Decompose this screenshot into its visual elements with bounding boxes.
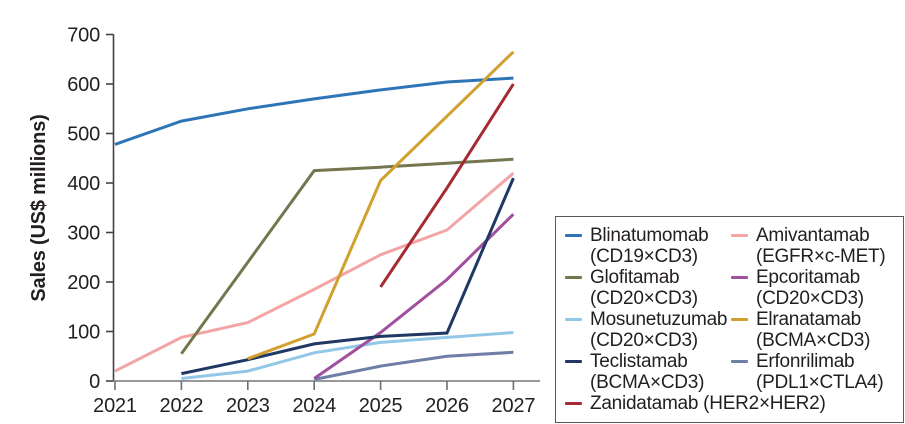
legend-swatch (565, 276, 582, 280)
chart-legend: Blinatumomab (CD19×CD3) Glofitamab (CD20×CD… (555, 216, 904, 423)
y-tick-label: 100 (67, 322, 100, 344)
legend-label: Teclistamab (BCMA×CD3) (590, 351, 705, 393)
legend-swatch (565, 234, 582, 238)
series-lines (114, 50, 515, 381)
legend-label: Elranatamab (BCMA×CD3) (756, 309, 871, 351)
legend-swatch (731, 360, 748, 364)
x-tick-label: 2024 (292, 395, 336, 417)
y-tick-label: 400 (67, 173, 100, 195)
x-tick-label: 2022 (160, 395, 204, 417)
legend-label: Zanidatamab (HER2×HER2) (590, 393, 826, 414)
legend-item-elranatamab: Elranatamab (BCMA×CD3) (731, 309, 897, 351)
legend-swatch (565, 360, 582, 364)
y-axis-label: Sales (US$ millions) (28, 114, 50, 301)
series-line-erfonrilimab (313, 350, 514, 381)
legend-swatch (565, 402, 582, 406)
series-line-blinatumomab (114, 76, 514, 146)
series-line-glofitamab (180, 157, 514, 355)
legend-item-blinatumomab: Blinatumomab (CD19×CD3) (565, 225, 731, 267)
legend-footer: Zanidatamab (HER2×HER2) (565, 393, 897, 414)
legend-label: Erfonrilimab (PDL1×CTLA4) (756, 351, 884, 393)
legend-label: Epcoritamab (CD20×CD3) (756, 267, 864, 309)
legend-item-mosunetuzumab: Mosunetuzumab (CD20×CD3) (565, 309, 731, 351)
legend-label: Blinatumomab (CD19×CD3) (590, 225, 709, 267)
x-tick-label: 2027 (492, 395, 536, 417)
legend-swatch (731, 234, 748, 238)
x-tick-label: 2023 (226, 395, 270, 417)
series-line-amivantamab (114, 171, 515, 373)
sales-line-chart: 0 100 200 300 400 500 600 700 2021 2022 2023 2024 20… (28, 25, 540, 417)
axes: 0 100 200 300 400 500 600 700 2021 2022 2023 2024 20… (67, 25, 540, 417)
y-tick-label: 700 (67, 25, 100, 47)
legend-item-erfonrilimab: Erfonrilimab (PDL1×CTLA4) (731, 351, 897, 393)
legend-column-1: Blinatumomab (CD19×CD3) Glofitamab (CD20×CD… (565, 225, 731, 393)
y-tick-label: 600 (67, 74, 100, 96)
legend-label: Mosunetuzumab (CD20×CD3) (590, 309, 728, 351)
legend-item-amivantamab: Amivantamab (EGFR×c-MET) (731, 225, 897, 267)
legend-swatch (731, 318, 748, 322)
y-tick-label: 0 (89, 371, 100, 393)
series-line-elranatamab (247, 50, 515, 361)
series-line-epcoritamab (313, 213, 515, 380)
legend-swatch (565, 318, 582, 322)
legend-label: Glofitamab (CD20×CD3) (590, 267, 698, 309)
legend-item-zanidatamab: Zanidatamab (HER2×HER2) (565, 393, 897, 414)
legend-item-teclistamab: Teclistamab (BCMA×CD3) (565, 351, 731, 393)
legend-swatch (731, 276, 748, 280)
legend-columns: Blinatumomab (CD19×CD3) Glofitamab (CD20×CD… (565, 225, 897, 393)
legend-column-2: Amivantamab (EGFR×c-MET) Epcoritamab (CD20×… (731, 225, 897, 393)
y-tick-label: 200 (67, 272, 100, 294)
x-tick-label: 2021 (93, 395, 137, 417)
series-line-mosunetuzumab (181, 331, 514, 380)
legend-label: Amivantamab (EGFR×c-MET) (756, 225, 886, 267)
legend-item-epcoritamab: Epcoritamab (CD20×CD3) (731, 267, 897, 309)
series-line-zanidatamab (379, 83, 515, 288)
x-tick-label: 2026 (425, 395, 469, 417)
y-tick-label: 300 (67, 223, 100, 245)
y-tick-label: 500 (67, 124, 100, 146)
series-line-teclistamab (181, 177, 515, 376)
legend-item-glofitamab: Glofitamab (CD20×CD3) (565, 267, 731, 309)
x-tick-label: 2025 (359, 395, 403, 417)
